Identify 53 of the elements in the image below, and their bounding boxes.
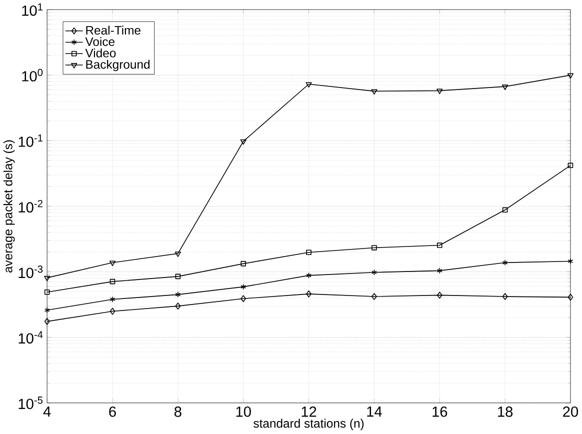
legend-label: Background bbox=[86, 60, 150, 72]
legend-label: Voice bbox=[85, 37, 114, 46]
point bbox=[175, 302, 181, 310]
point bbox=[109, 260, 116, 266]
x-tick-label: 6 bbox=[109, 406, 116, 418]
point bbox=[240, 261, 246, 267]
point bbox=[110, 279, 116, 284]
legend-label: Real-Time bbox=[86, 26, 140, 35]
point bbox=[306, 272, 312, 279]
y-tick-label: 10$^{-2}$ bbox=[18, 200, 42, 213]
x-tick-label: 16 bbox=[432, 406, 448, 418]
x-tick-label: 10 bbox=[236, 406, 251, 418]
point bbox=[240, 140, 246, 145]
y-tick-label: 10$^{0}$ bbox=[22, 69, 43, 82]
point bbox=[306, 82, 312, 88]
x-tick-label: 4 bbox=[43, 406, 51, 417]
x-tick-label: 8 bbox=[174, 406, 182, 418]
point bbox=[371, 89, 378, 95]
point bbox=[502, 260, 508, 266]
point bbox=[175, 274, 181, 280]
point bbox=[436, 292, 442, 299]
x-tick-label: 18 bbox=[498, 406, 513, 418]
point bbox=[44, 290, 50, 296]
legend-label: Video bbox=[85, 48, 116, 58]
point bbox=[372, 293, 377, 300]
point bbox=[174, 252, 181, 258]
point bbox=[175, 292, 181, 298]
y-tick-label: 10$^{-4}$ bbox=[18, 331, 43, 344]
point bbox=[502, 84, 508, 90]
point bbox=[436, 88, 443, 94]
y-tick-label: 10$^{-3}$ bbox=[18, 266, 43, 278]
point bbox=[372, 245, 377, 251]
point bbox=[240, 295, 246, 302]
point bbox=[568, 163, 574, 168]
y-axis-title: average packet delay (s) bbox=[3, 140, 15, 273]
point bbox=[502, 293, 508, 300]
y-tick-label: 10$^{-1}$ bbox=[18, 134, 42, 148]
y-tick-label: 10$^{1}$ bbox=[22, 4, 42, 16]
point bbox=[568, 294, 574, 301]
x-axis-title: standard stations (n) bbox=[254, 419, 364, 430]
x-tick-label: 14 bbox=[367, 406, 382, 417]
point bbox=[502, 208, 508, 213]
x-tick-label: 20 bbox=[563, 406, 578, 418]
point bbox=[44, 276, 50, 282]
point bbox=[306, 290, 312, 298]
x-tick-label: 12 bbox=[302, 406, 316, 417]
y-tick-label: 10$^{-5}$ bbox=[18, 396, 43, 410]
point bbox=[110, 308, 116, 315]
point bbox=[436, 268, 442, 274]
point bbox=[306, 250, 312, 256]
point bbox=[567, 73, 574, 79]
point bbox=[436, 242, 442, 248]
point bbox=[44, 318, 50, 326]
